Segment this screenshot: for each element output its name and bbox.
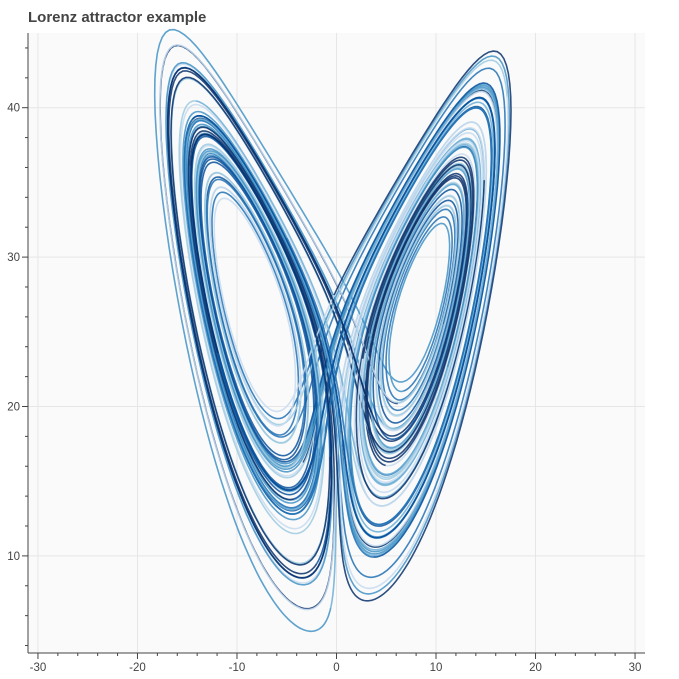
series-line bbox=[206, 178, 317, 436]
x-tick-label: -10 bbox=[229, 662, 246, 674]
series-line bbox=[187, 50, 512, 602]
y-tick-label: 30 bbox=[7, 252, 20, 264]
series-line bbox=[159, 43, 485, 611]
x-tick-label: -30 bbox=[30, 662, 47, 674]
series-line bbox=[345, 90, 498, 547]
series-line bbox=[375, 195, 461, 430]
x-tick-label: 10 bbox=[430, 662, 443, 674]
axes: -30 -20 -10 0 10 20 30 10 20 30 40 bbox=[7, 33, 645, 674]
series-line bbox=[322, 159, 474, 460]
chart-title: Lorenz attractor example bbox=[28, 9, 207, 26]
series-line bbox=[170, 76, 472, 566]
x-tick-label: 30 bbox=[629, 662, 642, 674]
series-line bbox=[182, 110, 350, 521]
x-tick-label: 20 bbox=[529, 662, 542, 674]
series-line bbox=[191, 96, 496, 539]
series-line bbox=[184, 87, 499, 551]
series-line bbox=[209, 186, 335, 427]
y-tick-label: 40 bbox=[7, 103, 20, 115]
series-line bbox=[196, 86, 500, 553]
y-tick-label: 20 bbox=[7, 401, 20, 413]
series-line bbox=[183, 106, 493, 526]
x-tick-label: 0 bbox=[333, 662, 339, 674]
series-line bbox=[166, 66, 373, 579]
y-tick-label: 10 bbox=[7, 551, 20, 563]
series-line bbox=[178, 100, 400, 535]
attractor-curves bbox=[153, 28, 512, 633]
series-line bbox=[205, 67, 506, 579]
series-line bbox=[196, 151, 321, 469]
series-line bbox=[328, 121, 488, 507]
x-tick-label: -20 bbox=[129, 662, 146, 674]
series-line bbox=[198, 82, 501, 558]
series-line bbox=[372, 188, 468, 441]
series-line bbox=[339, 96, 509, 590]
series-line bbox=[362, 168, 471, 476]
series-line bbox=[189, 158, 317, 496]
grid bbox=[28, 33, 645, 653]
